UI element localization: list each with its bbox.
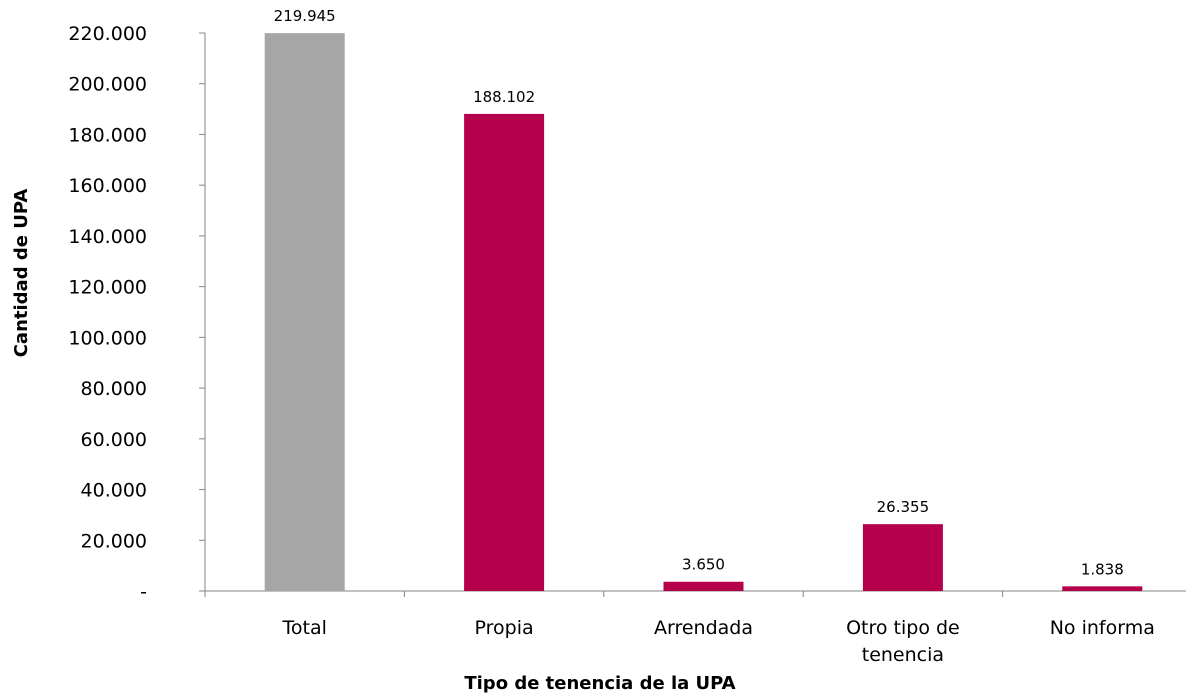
y-tick-label: 160.000 (68, 175, 147, 197)
bar (464, 113, 545, 591)
x-axis: Total Propia Arrendada Otro tipo de tenencia… (199, 590, 1186, 666)
y-axis: - 20.000 40.000 60.000 80.000 100.000 120.000 1… (68, 23, 206, 603)
y-tick-label: 180.000 (68, 124, 147, 146)
bar (1062, 586, 1143, 591)
y-tick-label: 140.000 (68, 226, 147, 248)
data-label: 3.650 (682, 556, 725, 574)
data-label: 1.838 (1081, 560, 1124, 578)
bars (264, 33, 1143, 591)
bar (663, 581, 744, 591)
y-tick-label: 20.000 (81, 530, 147, 552)
y-tick-label: - (140, 581, 147, 603)
x-tick-label: Otro tipo de tenencia (846, 617, 960, 666)
x-axis-title: Tipo de tenencia de la UPA (464, 673, 735, 694)
y-tick-label: 80.000 (81, 378, 147, 400)
data-labels: 219.945 188.102 3.650 26.355 1.838 (274, 7, 1124, 578)
y-tick-label: 100.000 (68, 327, 147, 349)
x-tick-label: Arrendada (654, 617, 753, 639)
x-tick-label: Total (282, 617, 327, 639)
data-label: 219.945 (274, 7, 336, 25)
y-tick-label: 120.000 (68, 277, 147, 299)
y-tick-label: 220.000 (68, 23, 147, 45)
y-tick-label: 60.000 (81, 429, 147, 451)
y-tick-label: 40.000 (81, 480, 147, 502)
bar (862, 524, 943, 591)
x-tick-label: Propia (475, 617, 534, 639)
y-tick-label: 200.000 (68, 74, 147, 96)
x-tick-label: No informa (1050, 617, 1155, 639)
data-label: 188.102 (473, 88, 535, 106)
bar (264, 33, 345, 591)
data-label: 26.355 (877, 498, 930, 516)
y-axis-title: Cantidad de UPA (11, 189, 32, 358)
